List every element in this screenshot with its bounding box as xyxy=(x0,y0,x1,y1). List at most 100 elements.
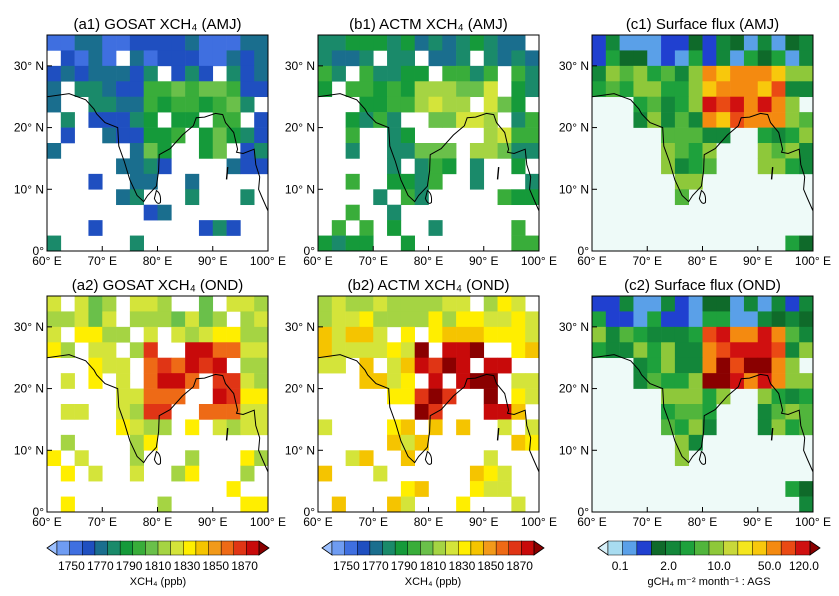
grid-cell xyxy=(143,357,158,374)
grid-cell xyxy=(88,35,103,51)
grid-cell xyxy=(102,35,117,51)
lon-tick-label: 60° E xyxy=(32,515,61,529)
coastline xyxy=(47,93,268,212)
grid-cell xyxy=(483,465,498,482)
grid-cell xyxy=(157,35,172,51)
lon-tick-label: 70° E xyxy=(88,254,117,268)
grid-cell xyxy=(442,326,457,343)
grid-cell xyxy=(661,342,676,359)
grid-cell xyxy=(143,35,158,51)
colorbar-tick-label: 120.0 xyxy=(789,559,819,573)
grid-cell xyxy=(318,35,333,51)
grid-cell xyxy=(428,81,443,98)
grid-cell xyxy=(143,388,158,405)
grid-cell xyxy=(254,450,268,467)
grid-cell xyxy=(785,419,800,436)
grid-cell xyxy=(647,81,662,98)
grid-cell xyxy=(400,342,415,359)
grid-cell xyxy=(240,158,255,175)
grid-cell xyxy=(240,357,255,374)
grid-cell xyxy=(605,296,620,312)
grid-cell xyxy=(661,127,676,144)
grid-cell xyxy=(240,65,255,82)
grid-cell xyxy=(129,96,144,113)
grid-cell xyxy=(254,112,268,128)
grid-cell xyxy=(400,496,415,512)
grid-cell xyxy=(387,65,402,82)
lon-tick-label: 90° E xyxy=(469,515,498,529)
lat-tick-label: 10° N xyxy=(285,443,315,457)
grid-cell xyxy=(318,419,333,436)
grid-cell xyxy=(661,419,676,436)
colorbar-tick-label: 0.1 xyxy=(612,559,629,573)
grid-cell xyxy=(497,143,512,159)
colorbar-swatch xyxy=(708,540,724,556)
grid-cell xyxy=(373,189,388,206)
grid-cell xyxy=(240,143,255,159)
grid-cell xyxy=(674,112,689,128)
grid-cell xyxy=(143,296,158,312)
grid-cell xyxy=(88,50,103,67)
grid-cell xyxy=(469,173,485,190)
grid-cell xyxy=(785,388,800,405)
grid-cell xyxy=(702,311,717,328)
grid-cell xyxy=(730,373,745,389)
grid-cell xyxy=(74,450,89,467)
grid-cell xyxy=(387,419,402,436)
grid-cell xyxy=(212,127,227,144)
grid-cell xyxy=(511,434,526,451)
grid-cell xyxy=(129,158,144,175)
grid-cell xyxy=(102,81,117,98)
grid-cell xyxy=(442,296,457,312)
grid-cell xyxy=(102,65,117,82)
grid-cell xyxy=(605,342,620,359)
grid-cell xyxy=(47,342,62,359)
sri-lanka-outline xyxy=(698,450,707,465)
grid-cell xyxy=(400,189,415,206)
grid-cell xyxy=(469,311,485,328)
colorbar-swatch xyxy=(607,540,623,556)
colorbar-swatch xyxy=(69,540,83,556)
grid-cell xyxy=(345,81,360,98)
grid-cell xyxy=(387,158,402,175)
grid-cell xyxy=(400,35,415,51)
grid-cell xyxy=(359,235,374,251)
grid-cell xyxy=(60,311,75,328)
grid-cell xyxy=(400,388,415,405)
colorbar-tick-label: 1850 xyxy=(202,559,229,573)
grid-cell xyxy=(185,357,200,374)
grid-cell xyxy=(88,81,103,98)
grid-cell xyxy=(785,326,800,343)
grid-cell xyxy=(497,311,512,328)
colorbar-swatch xyxy=(723,540,739,556)
grid-cell xyxy=(702,296,717,312)
grid-cell xyxy=(785,373,800,389)
grid-cell xyxy=(511,220,526,236)
grid-cell xyxy=(157,311,172,328)
lon-tick-label: 90° E xyxy=(198,515,227,529)
grid-cell xyxy=(525,112,539,128)
colorbar-swatch xyxy=(651,540,667,556)
grid-cell xyxy=(442,65,457,82)
grid-cell xyxy=(511,50,526,67)
grid-cell xyxy=(387,81,402,98)
grid-cell xyxy=(688,326,703,343)
grid-cell xyxy=(619,311,634,328)
grid-cell xyxy=(757,296,772,312)
grid-cell xyxy=(359,450,374,467)
grid-cell xyxy=(318,50,333,67)
colorbar-swatch xyxy=(394,540,409,556)
grid-cell xyxy=(619,35,634,51)
grid-cell xyxy=(212,220,227,236)
grid-cell xyxy=(428,373,443,389)
colorbar-high-arrow xyxy=(533,540,545,556)
grid-cell xyxy=(198,220,214,236)
colorbar-swatch xyxy=(183,540,197,556)
grid-cell xyxy=(633,311,648,328)
panel-title: (c2) Surface flux (OND) xyxy=(624,277,781,294)
grid-cell xyxy=(674,373,689,389)
grid-cell xyxy=(442,112,457,128)
colorbar-swatch xyxy=(331,540,346,556)
grid-cell xyxy=(240,81,255,98)
grid-cell xyxy=(414,173,429,190)
